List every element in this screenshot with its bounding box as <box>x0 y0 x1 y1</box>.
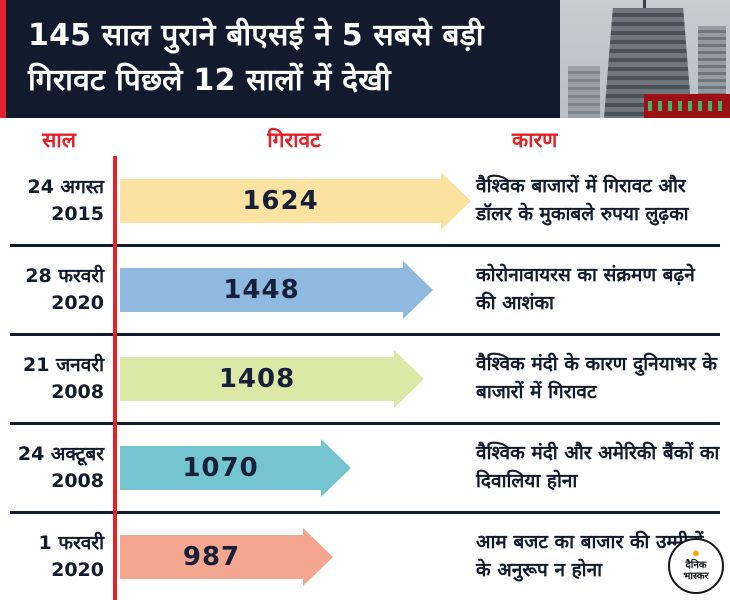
arrow-body: 1624 <box>120 179 441 223</box>
bse-building-image <box>560 0 730 118</box>
row-reason: आम बजट का बाजार की उम्मीदों के अनुरूप न … <box>476 531 704 581</box>
logo-sun-icon: ✹ <box>691 549 701 560</box>
row-date: 1 फरवरी 2020 <box>0 530 104 583</box>
row-reason: वैश्विक मंदी के कारण दुनियाभर के बाजारों… <box>476 353 717 403</box>
row-date: 21 जनवरी 2008 <box>0 352 104 405</box>
bar-arrow: 1448 <box>120 261 433 319</box>
date-line-1: 21 जनवरी <box>23 354 104 377</box>
building-side <box>568 66 600 118</box>
chart-area: साल गिरावट कारण 24 अगस्त 2015 1624 वैश्व… <box>0 118 730 600</box>
date-line-2: 2020 <box>51 292 104 314</box>
table-row: 1 फरवरी 2020 987 आम बजट का बाजार की उम्म… <box>0 514 730 600</box>
date-line-2: 2020 <box>51 559 104 581</box>
arrow-body: 1448 <box>120 268 403 312</box>
date-line-1: 24 अगस्त <box>27 176 105 199</box>
row-date: 24 अगस्त 2015 <box>0 174 105 227</box>
row-divider <box>10 511 720 514</box>
arrow-head <box>403 261 433 319</box>
title-line-1: 145 साल पुराने बीएसई ने 5 सबसे बड़ी <box>28 18 484 53</box>
row-reason: कोरोनावायरस का संक्रमण बढ़ने की आशंका <box>476 264 695 314</box>
arrow-head <box>394 350 424 408</box>
column-header-year: साल <box>42 128 76 152</box>
column-header-fall: गिरावट <box>267 128 321 152</box>
bar-arrow: 1408 <box>120 350 424 408</box>
row-divider <box>10 333 720 336</box>
arrow-head <box>321 439 351 497</box>
bar-cell: 1448 <box>104 261 476 319</box>
baseline-axis <box>113 156 117 600</box>
table-row: 28 फरवरी 2020 1448 कोरोनावायरस का संक्रम… <box>0 247 730 333</box>
table-row: 21 जनवरी 2008 1408 वैश्विक मंदी के कारण … <box>0 336 730 422</box>
building-antenna <box>643 0 646 14</box>
bar-cell: 1070 <box>104 439 476 497</box>
bar-arrow: 1070 <box>120 439 351 497</box>
column-header-reason: कारण <box>512 128 558 152</box>
bar-cell: 1408 <box>104 350 476 408</box>
row-date: 24 अक्टूबर 2008 <box>0 441 104 494</box>
row-divider <box>10 244 720 247</box>
page-title: 145 साल पुराने बीएसई ने 5 सबसे बड़ी गिरा… <box>28 13 550 103</box>
date-line-1: 24 अक्टूबर <box>17 443 104 466</box>
header: 145 साल पुराने बीएसई ने 5 सबसे बड़ी गिरा… <box>0 0 730 118</box>
stock-ticker-band <box>644 94 730 118</box>
title-line-2: गिरावट पिछले 12 सालों में देखी <box>28 63 391 98</box>
arrow-head <box>303 528 333 586</box>
column-headers: साल गिरावट कारण <box>0 122 730 158</box>
arrow-head <box>441 172 471 230</box>
date-line-1: 1 फरवरी <box>38 532 104 555</box>
table-row: 24 अक्टूबर 2008 1070 वैश्विक मंदी और अमे… <box>0 425 730 511</box>
bar-arrow: 1624 <box>120 172 471 230</box>
arrow-body: 987 <box>120 535 303 579</box>
table-row: 24 अगस्त 2015 1624 वैश्विक बाजारों में ग… <box>0 158 730 244</box>
date-line-2: 2015 <box>51 203 104 225</box>
bar-arrow: 987 <box>120 528 333 586</box>
logo-text-1: दैनिक <box>685 560 707 571</box>
row-reason: वैश्विक मंदी और अमेरिकी बैंकों का दिवालि… <box>476 442 720 492</box>
arrow-body: 1408 <box>120 357 394 401</box>
dainik-bhaskar-logo: ✹ दैनिक भास्कर <box>668 538 724 594</box>
logo-text-2: भास्कर <box>683 570 709 582</box>
bar-cell: 1624 <box>104 172 476 230</box>
row-divider <box>10 422 720 425</box>
row-reason: वैश्विक बाजारों में गिरावट और डॉलर के मु… <box>476 175 689 225</box>
bar-cell: 987 <box>104 528 476 586</box>
date-line-1: 28 फरवरी <box>25 265 104 288</box>
ticker-digits <box>648 101 726 111</box>
date-line-2: 2008 <box>51 381 104 403</box>
row-date: 28 फरवरी 2020 <box>0 263 104 316</box>
date-line-2: 2008 <box>51 470 104 492</box>
arrow-body: 1070 <box>120 446 321 490</box>
